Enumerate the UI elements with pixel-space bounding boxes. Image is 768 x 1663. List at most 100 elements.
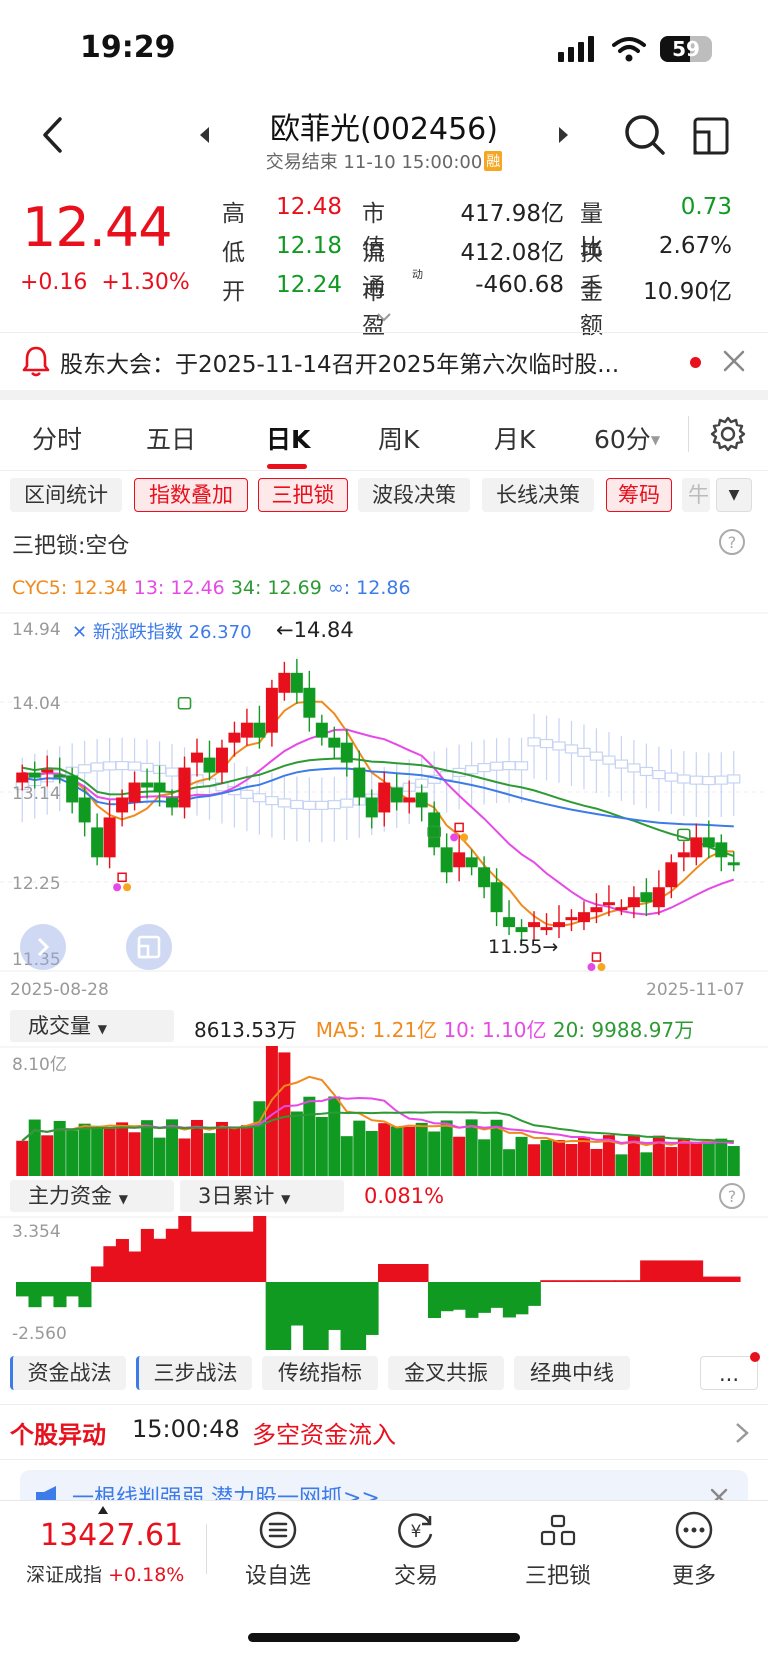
lock-marker-orange — [123, 883, 132, 892]
capital-inflow — [228, 1231, 242, 1282]
lock-marker — [117, 872, 127, 883]
expand-left-button[interactable] — [20, 924, 66, 970]
end-date: 2025-11-07 — [646, 980, 745, 1000]
chip-index-overlay[interactable]: 指数叠加 — [134, 478, 248, 512]
overlay-candle — [552, 741, 566, 751]
candle-body — [303, 687, 316, 718]
stock-alert-row[interactable]: 个股异动 15:00:48 多空资金流入 — [0, 1404, 768, 1460]
volume-bar — [540, 1139, 553, 1176]
more-dot — [750, 1352, 760, 1362]
price-change: +0.16 +1.30% — [20, 270, 190, 295]
close-icon[interactable] — [722, 349, 746, 373]
volume-bar — [440, 1120, 453, 1176]
lock-marker-pink — [113, 883, 122, 892]
overlay-candle — [327, 800, 341, 810]
chip-three-locks[interactable]: 三把锁 — [258, 478, 348, 512]
capital-inflow — [378, 1264, 392, 1282]
nav-trade[interactable]: ¥ 交易 — [356, 1510, 476, 1590]
chips-dropdown-button[interactable]: ▼ — [716, 478, 752, 512]
back-icon[interactable] — [40, 116, 64, 154]
next-stock-icon[interactable] — [558, 126, 570, 144]
nav-watchlist[interactable]: 设自选 — [218, 1510, 338, 1590]
announcement-bar[interactable]: 股东大会：于2025-11-14召开2025年第六次临时股... — [0, 332, 768, 388]
volume-chart[interactable] — [0, 1046, 768, 1178]
expand-chevron-icon[interactable] — [376, 312, 392, 322]
chip-fund-strategy[interactable]: 资金战法 — [10, 1356, 126, 1390]
capital-inflow — [702, 1276, 716, 1282]
fullscreen-button[interactable] — [126, 924, 172, 970]
tab-monthly-k[interactable]: 月K — [494, 425, 536, 454]
capital-flow-chart[interactable] — [0, 1216, 768, 1350]
chip-classic-mid[interactable]: 经典中线 — [514, 1356, 630, 1390]
volume-bar — [553, 1140, 565, 1176]
prev-stock-icon[interactable] — [198, 126, 210, 144]
chip-range-stats[interactable]: 区间统计 — [10, 478, 122, 512]
capital-inflow — [390, 1264, 404, 1282]
pe-superscript: 动 — [412, 268, 423, 281]
volume-bar — [116, 1122, 129, 1176]
candle-body — [390, 787, 403, 803]
candle-body — [528, 922, 541, 928]
index-value[interactable]: 13427.61 — [40, 1518, 184, 1553]
kline-chart[interactable] — [0, 612, 768, 972]
capital-inflow — [215, 1231, 229, 1282]
capital-selector[interactable]: 主力资金 ▼ — [10, 1180, 174, 1212]
nav-three-locks[interactable]: 三把锁 — [498, 1510, 618, 1590]
chip-bull[interactable]: 牛 — [682, 478, 710, 512]
volume-ma20-line — [21, 1111, 734, 1143]
cycinf-value: ∞: 12.86 — [327, 577, 411, 599]
unlock-marker — [427, 825, 441, 839]
candle-body — [141, 782, 154, 788]
tab-5day[interactable]: 五日 — [146, 425, 197, 454]
chip-traditional[interactable]: 传统指标 — [262, 1356, 378, 1390]
landscape-icon[interactable] — [692, 116, 730, 156]
volume-bar — [353, 1120, 366, 1176]
trade-status: 交易结束 11-10 15:00:00 融 — [265, 151, 503, 173]
overlay-index-label[interactable]: ✕ 新涨跌指数 26.370 — [72, 622, 252, 643]
overlay-candle — [502, 761, 516, 771]
volume-bar — [315, 1116, 328, 1176]
capital-range-selector[interactable]: 3日累计 ▼ — [180, 1180, 344, 1212]
chevron-right-icon — [37, 937, 50, 957]
label-float: 流通 — [362, 240, 385, 300]
overlay-candle — [664, 772, 678, 782]
capital-outflow — [527, 1282, 541, 1306]
capital-inflow — [153, 1238, 167, 1282]
chip-three-step[interactable]: 三步战法 — [136, 1356, 252, 1390]
active-tab-indicator — [267, 464, 307, 469]
tab-60min[interactable]: 60分▼ — [594, 425, 661, 454]
chip-wave-decision[interactable]: 波段决策 — [358, 478, 470, 512]
capital-outflow — [477, 1282, 491, 1313]
chip-more[interactable]: ... — [700, 1356, 758, 1390]
capital-help-icon[interactable]: ? — [718, 1182, 746, 1210]
index-info[interactable]: 深证成指 +0.18% — [26, 1564, 185, 1586]
nav-more[interactable]: 更多 — [634, 1510, 754, 1590]
candle-body — [91, 827, 104, 858]
candle-body — [353, 767, 366, 798]
tab-daily-k[interactable]: 日K — [266, 425, 311, 454]
capital-inflow — [627, 1280, 641, 1282]
settings-gear-icon[interactable] — [710, 416, 746, 452]
cyc34-value: 34: 12.69 — [230, 577, 322, 599]
volume-bar — [240, 1125, 253, 1176]
chip-chips[interactable]: 筹码 — [606, 478, 672, 512]
overlay-candle — [165, 767, 179, 777]
capital-inflow — [402, 1264, 417, 1282]
volume-bar — [66, 1130, 79, 1176]
candle-body — [28, 772, 41, 778]
tab-minute[interactable]: 分时 — [32, 425, 83, 454]
candle-body — [478, 867, 491, 888]
volume-selector[interactable]: 成交量 ▼ — [10, 1010, 174, 1042]
high-price-marker: ←14.84 — [276, 618, 354, 642]
help-icon[interactable]: ? — [718, 528, 746, 556]
tab-weekly-k[interactable]: 周K — [378, 425, 420, 454]
chip-long-decision[interactable]: 长线决策 — [482, 478, 594, 512]
volume-bar — [478, 1139, 491, 1176]
chip-golden-cross[interactable]: 金叉共振 — [388, 1356, 504, 1390]
candle-body — [440, 847, 453, 873]
search-icon[interactable] — [624, 114, 666, 156]
capital-inflow — [565, 1280, 579, 1282]
capital-outflow — [315, 1282, 329, 1350]
overlay-candle — [702, 775, 716, 786]
cycinf-line — [22, 767, 734, 828]
